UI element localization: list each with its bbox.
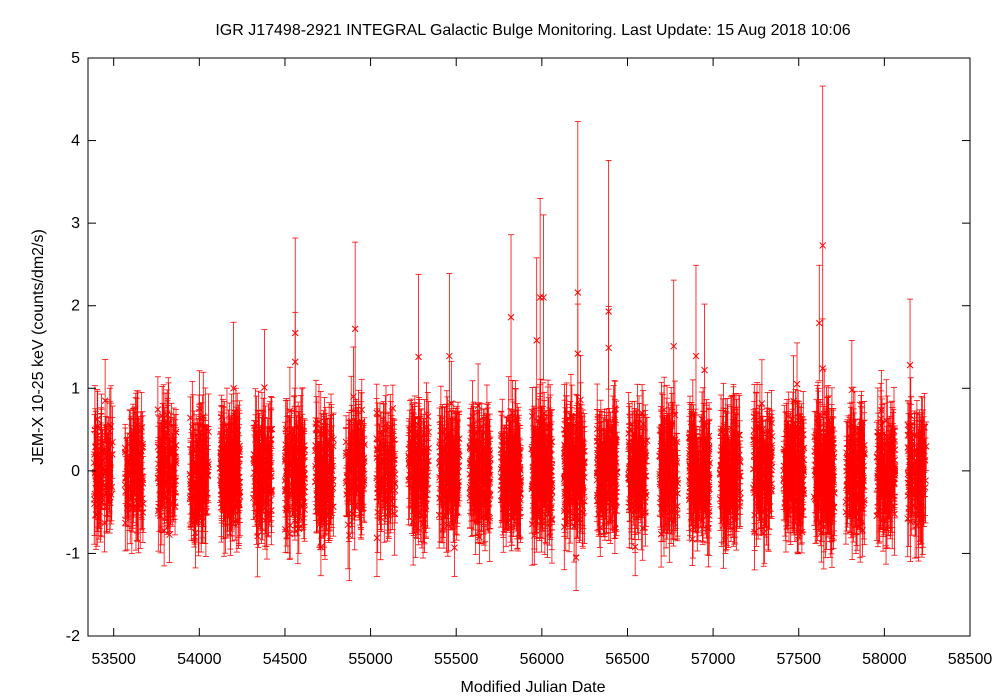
x-axis-label: Modified Julian Date (461, 679, 606, 696)
data-points-layer (91, 86, 929, 591)
y-axis-label: JEM-X 10-25 keV (counts/dm2/s) (30, 229, 47, 465)
chart-title: IGR J17498-2921 INTEGRAL Galactic Bulge … (215, 22, 850, 39)
